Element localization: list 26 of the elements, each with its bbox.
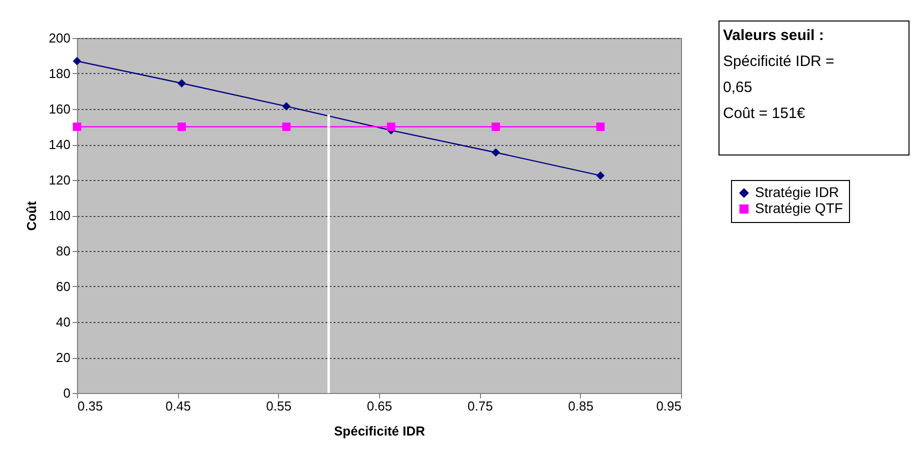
y-tick-label: 200 bbox=[48, 30, 70, 46]
x-tick-label: 0.95 bbox=[656, 398, 682, 414]
x-tick-label: 0.45 bbox=[166, 398, 191, 414]
y-tick-label: 40 bbox=[56, 314, 70, 330]
y-tick-label: 20 bbox=[56, 350, 70, 365]
x-tick-label: 0.55 bbox=[266, 398, 292, 414]
x-tick-label: 0.75 bbox=[468, 398, 493, 414]
y-tick-label: 180 bbox=[48, 66, 70, 81]
x-axis-title: Spécificité IDR bbox=[334, 424, 426, 438]
y-tick-label: 160 bbox=[48, 102, 70, 116]
y-tick-label: 140 bbox=[48, 137, 70, 152]
text: Coût = 151€ bbox=[723, 105, 806, 122]
y-tick-label: 100 bbox=[48, 208, 70, 223]
y-tick-label: 0 bbox=[63, 386, 70, 400]
text: Spécificité IDR = bbox=[723, 53, 835, 70]
y-axis-title: Coût bbox=[24, 200, 39, 231]
legend-label: Stratégie QTF bbox=[755, 200, 843, 216]
y-tick-label: 80 bbox=[56, 244, 70, 258]
y-tick-label: 60 bbox=[56, 279, 70, 294]
text: 0,65 bbox=[723, 79, 752, 96]
y-tick-label: 120 bbox=[48, 172, 70, 188]
x-tick-label: 0.85 bbox=[568, 398, 594, 414]
legend-label: Stratégie IDR bbox=[755, 184, 840, 200]
x-tick-label: 0.35 bbox=[78, 398, 103, 414]
x-tick-label: 0.65 bbox=[366, 398, 392, 414]
text: Valeurs seuil : bbox=[723, 27, 824, 44]
